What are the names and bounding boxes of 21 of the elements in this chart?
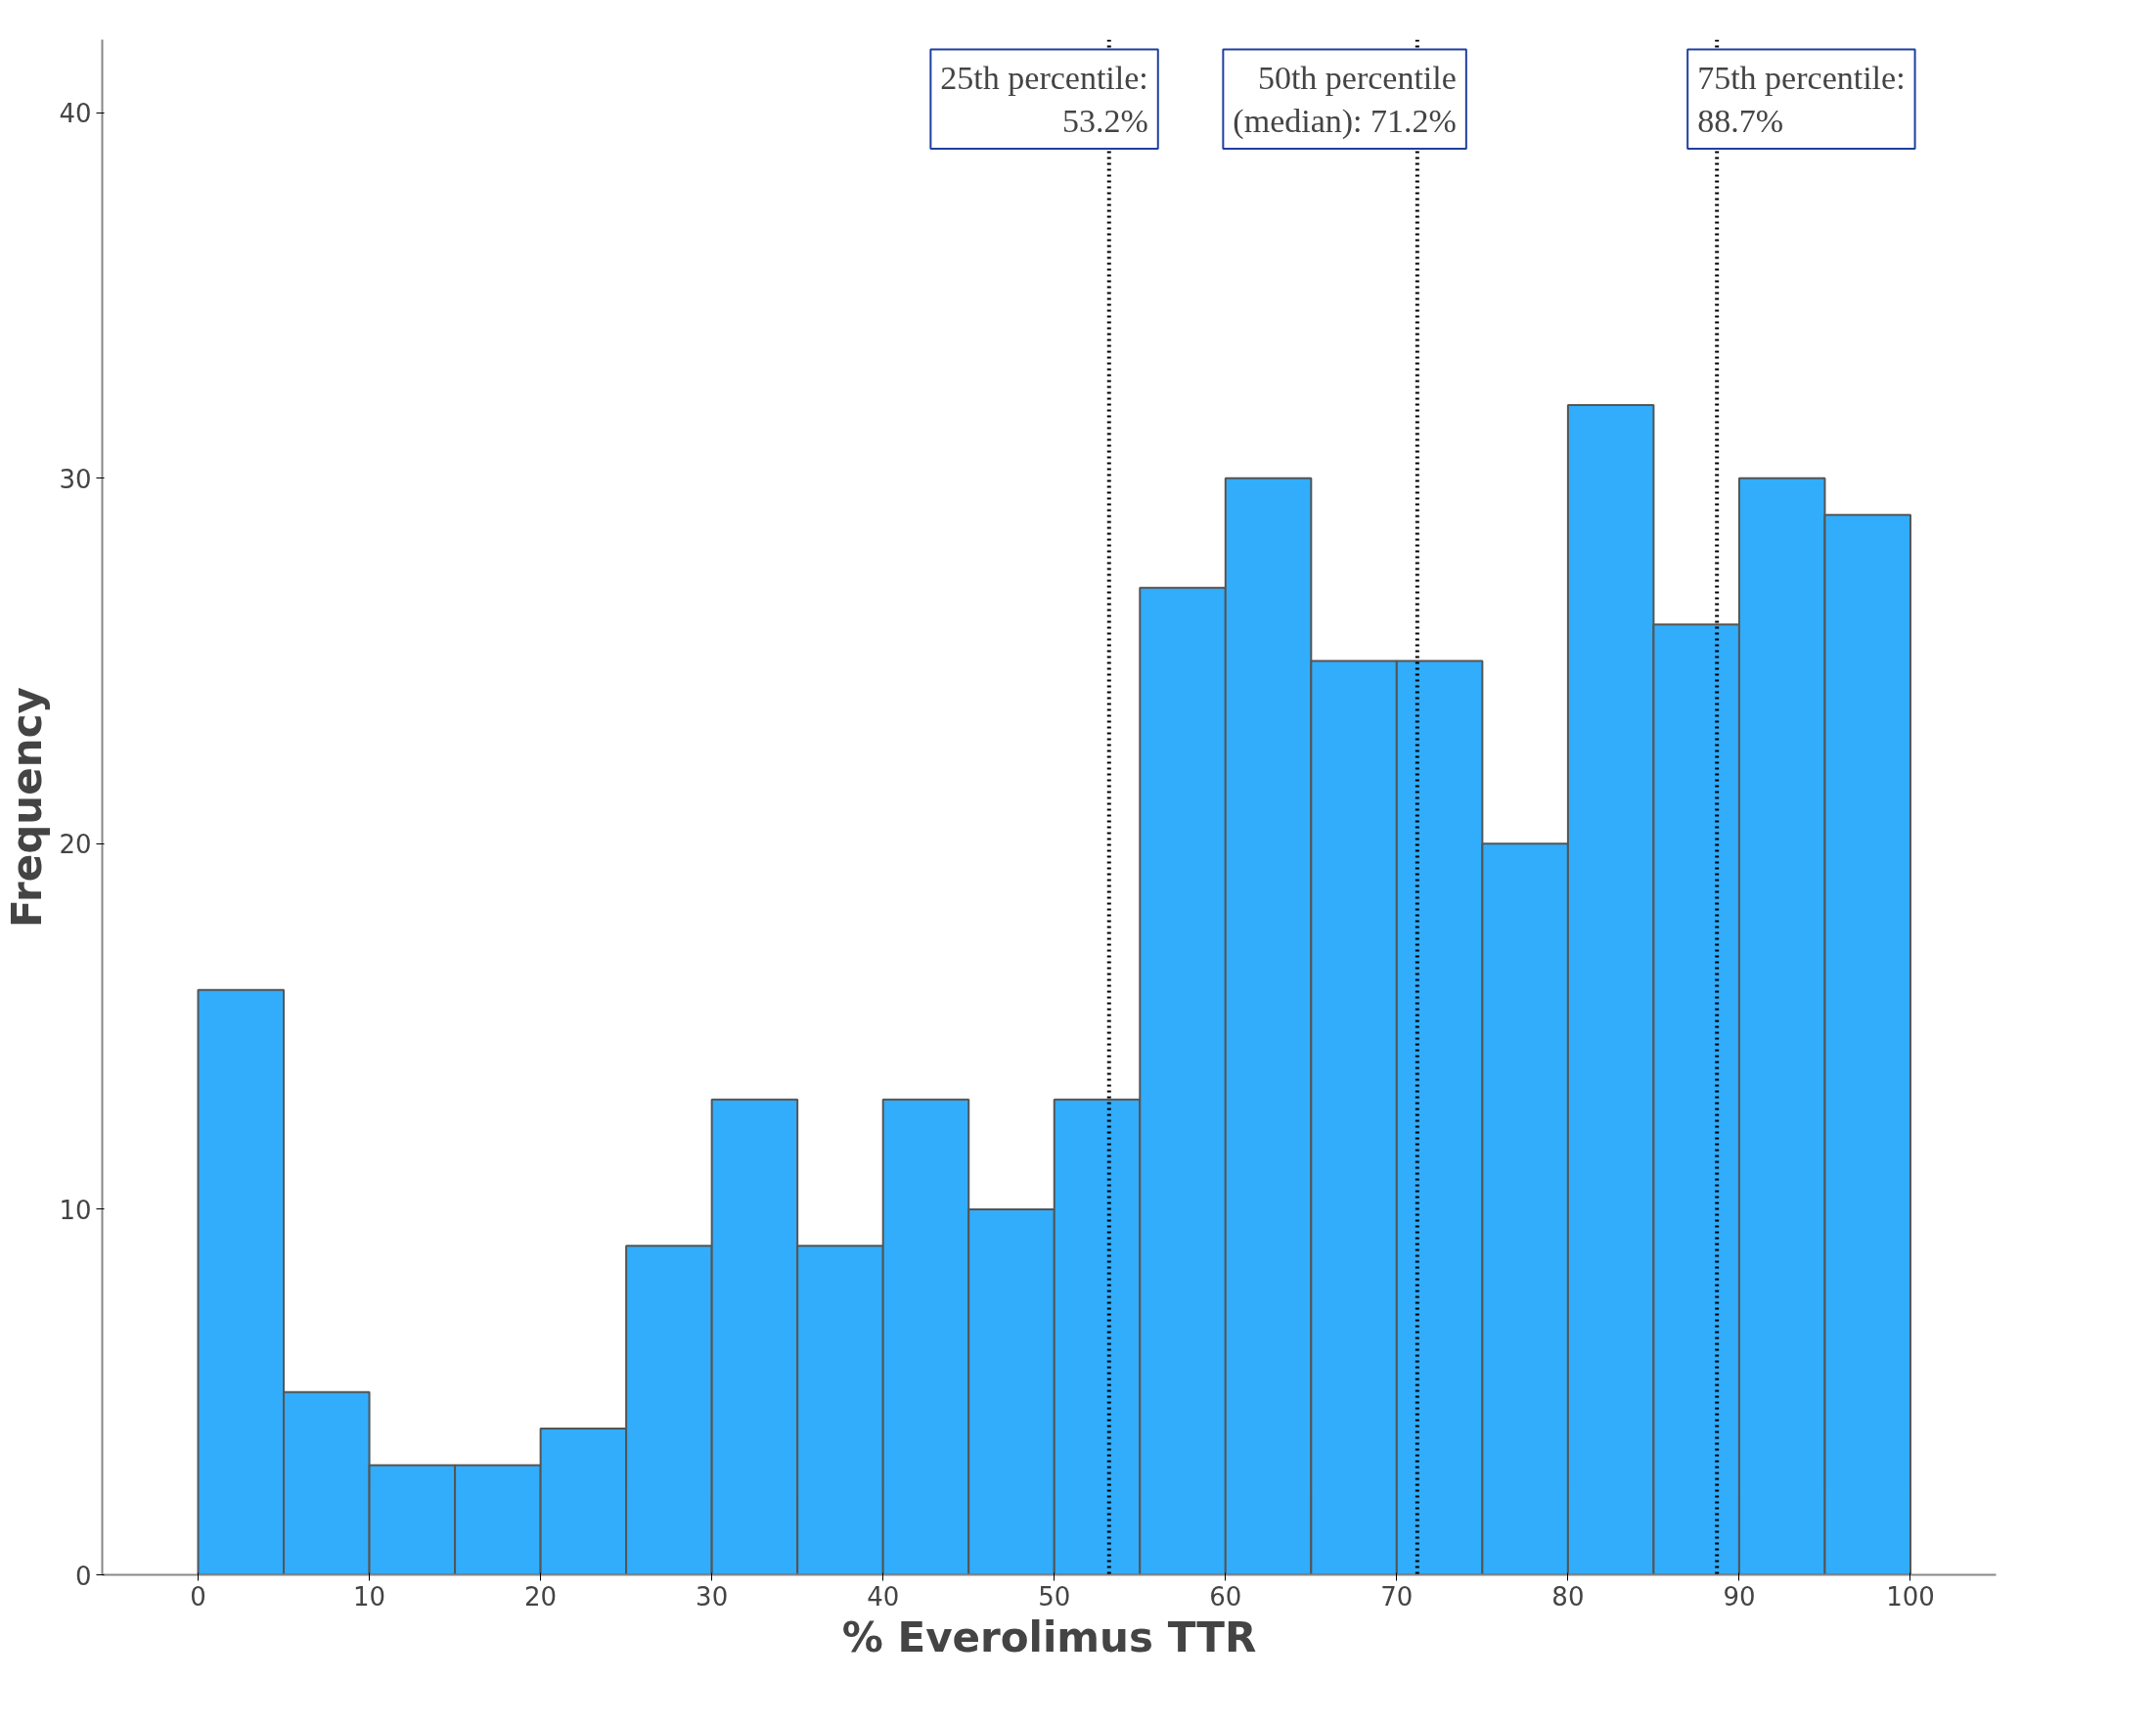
y-axis-title: Frequency: [3, 687, 52, 928]
ref-line-label: 25th percentile: 53.2%: [940, 59, 1148, 139]
x-tick-label: 90: [1723, 1581, 1756, 1612]
x-tick-label: 80: [1551, 1581, 1585, 1612]
x-tick-label: 30: [696, 1581, 729, 1612]
x-tick-label: 60: [1209, 1581, 1242, 1612]
y-tick-label: 0: [74, 1561, 92, 1591]
x-tick-label: 100: [1886, 1581, 1935, 1612]
x-tick-label: 10: [353, 1581, 386, 1612]
y-tick-label: 40: [59, 99, 92, 129]
x-tick-label: 20: [524, 1581, 558, 1612]
y-tick-label: 20: [59, 830, 92, 860]
y-tick-label: 10: [59, 1195, 92, 1225]
y-tick-label: 30: [59, 464, 92, 494]
ref-line-label: 75th percentile: 88.7%: [1697, 59, 1906, 139]
ref-line-label: 50th percentile (median): 71.2%: [1233, 59, 1457, 140]
x-tick-label: 50: [1038, 1581, 1071, 1612]
x-tick-label: 0: [190, 1581, 206, 1612]
x-tick-label: 40: [867, 1581, 900, 1612]
x-tick-label: 70: [1380, 1581, 1414, 1612]
x-axis-title: % Everolimus TTR: [841, 1612, 1257, 1661]
